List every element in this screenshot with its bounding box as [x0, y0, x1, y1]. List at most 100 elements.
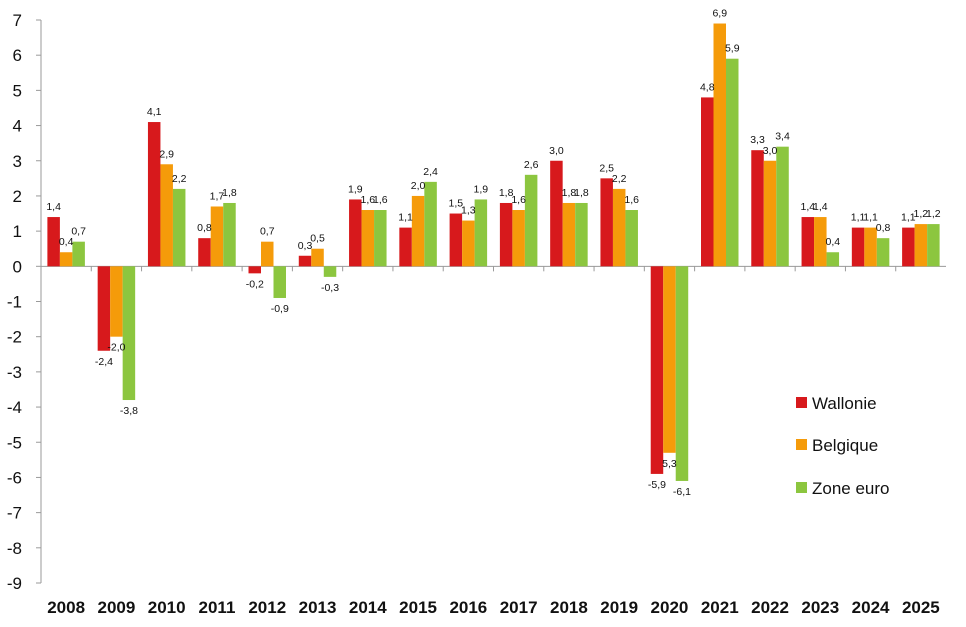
bar-belgique — [411, 195, 425, 267]
data-label: 1,4 — [46, 201, 61, 213]
bar-belgique — [864, 227, 877, 267]
bar-wallonie — [349, 199, 362, 267]
data-label: 0,5 — [310, 233, 325, 245]
x-tick-label: 2019 — [600, 598, 638, 617]
bar-wallonie — [47, 217, 60, 267]
data-label: 1,2 — [914, 208, 929, 220]
bar-wallonie — [147, 122, 161, 267]
bar-zone-euro — [273, 266, 286, 298]
x-tick-label: 2017 — [500, 598, 538, 617]
bar-zone-euro — [927, 224, 940, 267]
data-label: 1,1 — [901, 212, 916, 224]
y-tick-label: 5 — [13, 81, 22, 100]
legend-swatch — [796, 482, 807, 493]
y-tick-label: 2 — [13, 187, 22, 206]
data-label: 5,3 — [662, 458, 677, 470]
bar-zone-euro — [424, 181, 437, 267]
bar-zone-euro — [374, 210, 387, 267]
bar-zone-euro — [172, 188, 186, 267]
data-label: 1,2 — [926, 208, 941, 220]
bar-zone-euro — [575, 202, 588, 267]
bar-belgique — [311, 248, 324, 267]
data-label: 2,6 — [524, 159, 539, 171]
data-label: 3,3 — [750, 134, 765, 146]
bar-belgique — [210, 206, 224, 267]
data-labels: 1,4 -2,4 4,1 0,8 -0,2 0,3 1,9 1,1 1,5 1,8 3,0 2,5 -5… — [46, 8, 940, 498]
bar-zone-euro — [675, 266, 689, 481]
bar-belgique — [562, 202, 576, 267]
bar-belgique — [763, 160, 777, 267]
x-tick-label: 2014 — [349, 598, 387, 617]
data-label: 1,7 — [210, 190, 225, 202]
y-tick-label: 0 — [13, 257, 22, 276]
data-label: 3,0 — [763, 145, 778, 157]
data-label: 1,8 — [562, 187, 577, 199]
x-tick-label: 2013 — [299, 598, 337, 617]
y-tick-label: 4 — [13, 117, 22, 136]
y-tick-label: -4 — [7, 398, 22, 417]
bar-belgique — [110, 266, 123, 337]
data-label: 1,1 — [398, 212, 413, 224]
x-tick-label: 2024 — [852, 598, 890, 617]
bar-wallonie — [198, 238, 211, 267]
bar-belgique — [814, 217, 827, 267]
legend-label: Wallonie — [812, 394, 877, 413]
data-label: -5,9 — [648, 479, 666, 491]
x-tick-label: 2012 — [248, 598, 286, 617]
bar-zone-euro — [223, 202, 236, 267]
bar-zone-euro — [876, 238, 890, 267]
data-label: 2,4 — [423, 166, 438, 178]
x-tick-label: 2018 — [550, 598, 588, 617]
axes: 7 6 5 4 3 2 1 0 -1 -2 -3 -4 -5 -6 -7 -8 -9 2008 2009 2010 20… — [7, 11, 946, 617]
y-tick-label: -2 — [7, 328, 22, 347]
bar-zone-euro — [72, 241, 85, 267]
data-label: 6,9 — [712, 8, 727, 20]
x-tick-label: 2021 — [701, 598, 739, 617]
x-tick-label: 2023 — [801, 598, 839, 617]
y-tick-label: -8 — [7, 539, 22, 558]
x-tick-label: 2015 — [399, 598, 437, 617]
data-label: 2,5 — [599, 162, 614, 174]
data-label: 1,4 — [813, 201, 828, 213]
bar-wallonie — [851, 227, 865, 267]
legend-swatch — [796, 439, 807, 450]
data-label: 1,6 — [361, 194, 376, 206]
data-label: 1,6 — [511, 194, 526, 206]
x-tick-label: 2011 — [199, 598, 236, 617]
bar-belgique — [462, 220, 475, 267]
bar-belgique — [361, 210, 375, 267]
x-tick-label: 2022 — [751, 598, 789, 617]
bar-belgique — [713, 23, 726, 267]
data-label: 5,9 — [725, 43, 740, 55]
data-label: -0,9 — [271, 303, 289, 315]
data-label: -6,1 — [673, 486, 691, 498]
y-tick-label: -5 — [7, 433, 22, 452]
bar-zone-euro — [776, 146, 789, 267]
data-label: 1,4 — [801, 201, 816, 213]
bar-wallonie — [550, 160, 563, 267]
bar-wallonie — [650, 266, 664, 474]
legend: Wallonie Belgique Zone euro — [796, 394, 890, 498]
y-tick-label: -1 — [7, 293, 22, 312]
data-label: 4,8 — [700, 81, 715, 93]
data-label: 1,6 — [624, 194, 639, 206]
bar-belgique — [612, 188, 626, 267]
data-label: -0,3 — [321, 282, 339, 294]
bars — [47, 23, 940, 481]
data-label: 0,4 — [59, 236, 74, 248]
bar-zone-euro — [122, 266, 136, 401]
bar-wallonie — [600, 178, 613, 267]
data-label: 0,8 — [197, 222, 212, 234]
bar-wallonie — [751, 150, 764, 267]
data-label: 3,4 — [775, 131, 790, 143]
data-label: 1,6 — [373, 194, 388, 206]
bar-wallonie — [499, 202, 513, 267]
x-tick-label: 2010 — [148, 598, 186, 617]
x-tick-label: 2020 — [651, 598, 689, 617]
data-label: 0,7 — [71, 226, 86, 238]
bar-belgique — [160, 164, 173, 267]
bar-belgique — [663, 266, 676, 453]
x-tick-label: 2008 — [47, 598, 85, 617]
y-tick-label: -3 — [7, 363, 22, 382]
